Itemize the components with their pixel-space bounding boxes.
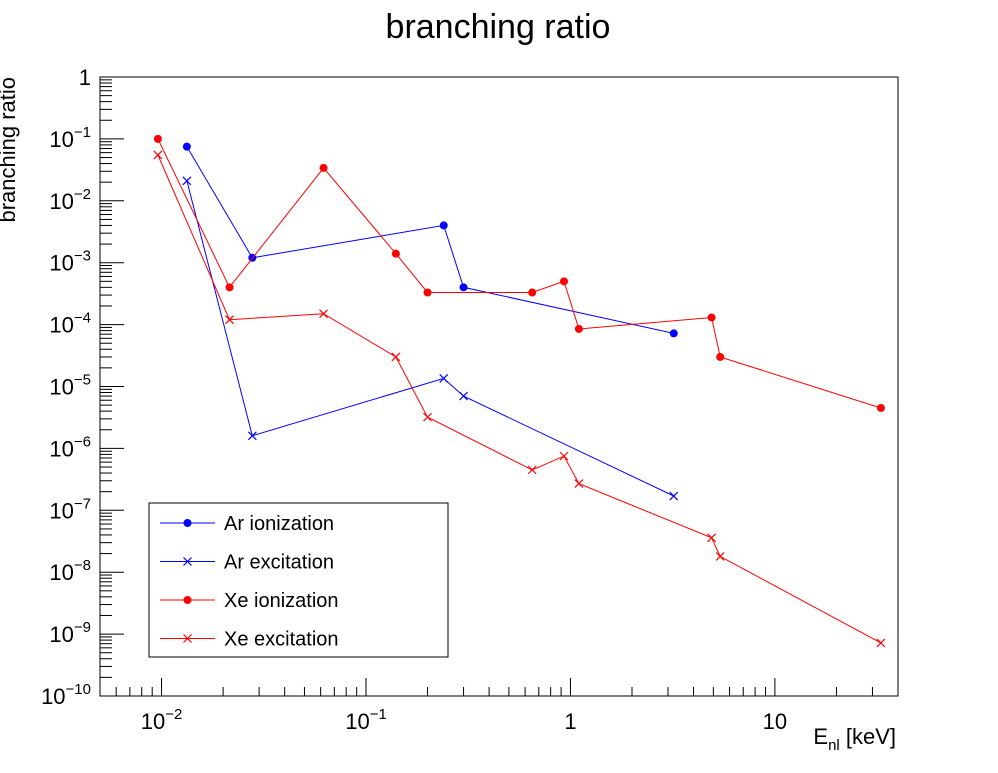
y-axis-label: branching ratio: [0, 77, 20, 223]
data-point: [560, 277, 569, 286]
data-point: [459, 283, 468, 292]
legend-entry: Ar ionization: [160, 513, 334, 535]
legend-entry: Xe ionization: [160, 590, 339, 612]
data-point: [225, 283, 234, 292]
y-tick-label: 10−8: [49, 557, 91, 585]
legend-label: Ar excitation: [224, 552, 334, 574]
y-tick-label: 10−9: [49, 619, 91, 647]
y-tick-label: 10−1: [49, 124, 91, 152]
data-point: [716, 352, 725, 361]
y-tick-label: 10−3: [49, 248, 91, 276]
y-tick-label: 1: [79, 65, 91, 90]
y-tick-label: 10−6: [49, 433, 91, 461]
y-tick-label: 10−10: [41, 681, 91, 709]
x-tick-label: 1: [564, 709, 576, 734]
legend-label: Ar ionization: [224, 513, 334, 535]
data-point: [423, 412, 432, 422]
legend-label: Xe excitation: [224, 629, 339, 651]
series-3: [153, 150, 886, 648]
data-point: [439, 221, 448, 230]
data-point: [423, 288, 432, 297]
y-tick-label: 10−5: [49, 372, 91, 400]
data-point: [459, 391, 468, 401]
legend-entry: Ar excitation: [160, 552, 334, 574]
series-layer: [153, 134, 886, 648]
series-2: [153, 134, 885, 412]
legend: Ar ionization Ar excitation Xe ionization X…: [148, 502, 449, 658]
data-point: [574, 324, 583, 333]
data-point: [391, 352, 401, 362]
legend-label: Xe ionization: [224, 590, 339, 612]
x-tick-label: 10−1: [345, 706, 387, 734]
y-tick-label: 10−2: [49, 186, 91, 214]
data-point: [319, 309, 328, 319]
data-point: [707, 313, 716, 322]
legend-swatch-marker: [183, 634, 192, 643]
legend-swatch-marker: [183, 596, 192, 604]
data-point: [559, 451, 569, 461]
data-point: [391, 249, 400, 258]
axis-ticks: [99, 76, 899, 697]
data-point: [669, 329, 678, 338]
data-point: [527, 465, 537, 475]
series-0: [182, 142, 678, 338]
data-point: [574, 479, 584, 489]
data-point: [439, 374, 449, 383]
y-tick-label: 10−7: [49, 495, 91, 523]
data-point: [707, 533, 716, 543]
data-point: [715, 551, 725, 561]
data-point: [876, 403, 885, 412]
x-tick-label: 10: [763, 709, 787, 734]
data-point: [319, 163, 328, 172]
data-point: [528, 288, 537, 297]
y-tick-label: 10−4: [49, 310, 91, 338]
data-point: [182, 142, 191, 151]
legend-swatch-marker: [183, 557, 192, 566]
x-axis-label: Enl [keV]: [813, 724, 896, 754]
data-point: [153, 134, 162, 143]
data-point: [669, 491, 679, 501]
data-point: [247, 431, 257, 441]
data-point: [153, 150, 163, 160]
legend-entry: Xe excitation: [160, 629, 339, 651]
data-point: [182, 176, 192, 186]
chart-title: branching ratio: [386, 8, 611, 46]
data-point: [225, 315, 234, 325]
legend-box: [148, 502, 449, 658]
axis-tick-labels: 10−2 10−1 1 10 1 10−1 10−2 10−3 10−4 10−5 10−6 10−7…: [41, 65, 787, 734]
legend-swatch-marker: [183, 519, 192, 527]
data-point: [876, 638, 886, 648]
series-1: [182, 176, 679, 501]
x-tick-label: 10−2: [141, 706, 183, 734]
